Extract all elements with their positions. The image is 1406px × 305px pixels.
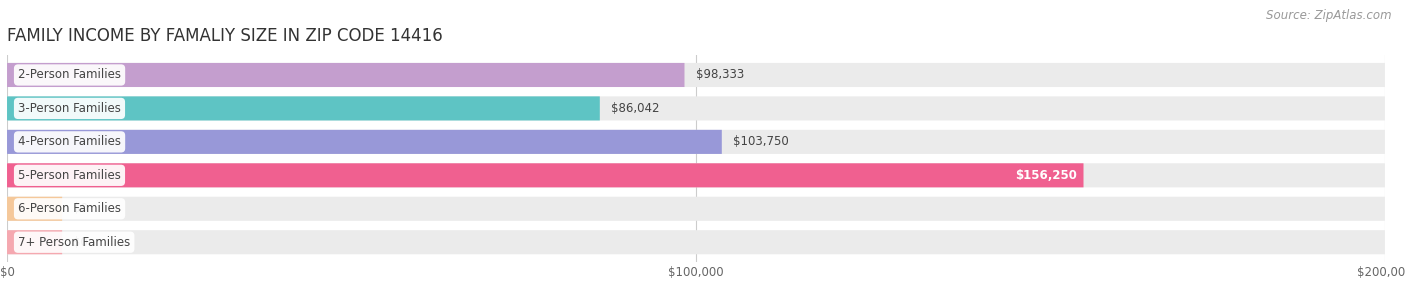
FancyBboxPatch shape [7,197,1385,221]
FancyBboxPatch shape [7,230,1385,254]
FancyBboxPatch shape [7,96,600,120]
Text: $98,333: $98,333 [696,68,744,81]
FancyBboxPatch shape [7,163,1084,187]
FancyBboxPatch shape [7,63,685,87]
FancyBboxPatch shape [7,163,1385,187]
Text: 5-Person Families: 5-Person Families [18,169,121,182]
Text: $0: $0 [73,236,89,249]
FancyBboxPatch shape [7,230,62,254]
Text: 7+ Person Families: 7+ Person Families [18,236,131,249]
FancyBboxPatch shape [7,63,1385,87]
FancyBboxPatch shape [7,130,1385,154]
FancyBboxPatch shape [7,96,1385,120]
Text: 6-Person Families: 6-Person Families [18,202,121,215]
Text: $156,250: $156,250 [1015,169,1077,182]
Text: $103,750: $103,750 [733,135,789,148]
Text: Source: ZipAtlas.com: Source: ZipAtlas.com [1267,9,1392,22]
Text: FAMILY INCOME BY FAMALIY SIZE IN ZIP CODE 14416: FAMILY INCOME BY FAMALIY SIZE IN ZIP COD… [7,27,443,45]
Text: 3-Person Families: 3-Person Families [18,102,121,115]
FancyBboxPatch shape [7,130,721,154]
Text: 2-Person Families: 2-Person Families [18,68,121,81]
Text: $0: $0 [73,202,89,215]
Text: 4-Person Families: 4-Person Families [18,135,121,148]
FancyBboxPatch shape [7,197,62,221]
Text: $86,042: $86,042 [610,102,659,115]
